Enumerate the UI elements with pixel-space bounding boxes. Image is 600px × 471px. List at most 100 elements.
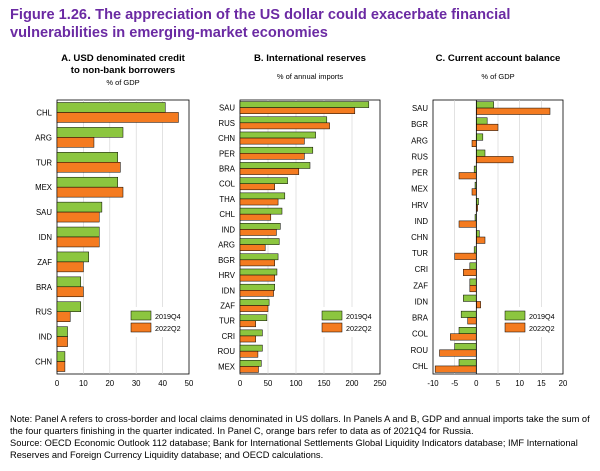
panel-a-category-label: CHL	[36, 108, 52, 117]
panel-a-bar-sau-2019q4	[56, 201, 103, 213]
panel-a-legend-label: 2019Q4	[155, 312, 181, 321]
panel-a-tick-label: 40	[158, 379, 167, 388]
panel-b-bar-tha-2022q2	[239, 198, 279, 206]
panel-c-category-label: HRV	[412, 201, 429, 210]
panel-b-bar-rus-2022q2	[239, 122, 330, 130]
panel-b-tick-label: 0	[238, 379, 243, 388]
panel-c-category-label: SAU	[412, 104, 428, 113]
panel-b-bar-per-2022q2	[239, 153, 305, 160]
panel-b-bar-idn-2022q2	[239, 290, 274, 297]
panel-a-tick-label: 10	[79, 379, 88, 388]
panel-b-bar-tha-2019q4	[239, 192, 286, 200]
panel-b-bar-cri-2022q2	[239, 335, 256, 343]
panel-a-category-label: BRA	[36, 283, 53, 292]
panel-c-bar-per-2022q2	[458, 172, 477, 180]
panel-c-bar-rus-2022q2	[476, 156, 514, 164]
panel-c-tick-label: -5	[451, 379, 459, 388]
panel-b-legend-swatch	[321, 322, 343, 333]
panel-a-category-label: ZAF	[37, 258, 52, 267]
panel-a-tick-label: 30	[132, 379, 141, 388]
panel-a-bar-ind-2019q4	[56, 326, 68, 337]
panel-a-legend-label: 2022Q2	[155, 324, 181, 333]
panel-c-bar-rou-2022q2	[439, 349, 477, 357]
panel-b-bar-rus-2019q4	[239, 116, 328, 124]
panel-b-bar-cri-2019q4	[239, 329, 263, 337]
panel-c-bar-mex-2022q2	[471, 188, 477, 196]
panel-b-bar-hrv-2019q4	[239, 268, 278, 276]
panel-a-category-label: RUS	[36, 308, 52, 317]
panel-c-category-label: CRI	[415, 265, 428, 274]
panel-b-category-label: PER	[219, 149, 235, 158]
panel-c-tick-label: 5	[496, 379, 501, 388]
panel-a-tick-label: 20	[105, 379, 114, 388]
panel-a-bar-chn-2019q4	[56, 351, 66, 362]
panel-b-legend-label: 2019Q4	[346, 312, 372, 321]
panel-b-bar-chl-2019q4	[239, 207, 283, 215]
panel-c-legend-swatch	[504, 310, 526, 321]
panel-a-bar-arg-2022q2	[56, 137, 95, 148]
panel-b-tick-label: 150	[317, 379, 331, 388]
panel-a-legend-swatch	[130, 322, 152, 333]
panel-a-bar-idn-2022q2	[56, 236, 100, 248]
panel-b-bar-chn-2019q4	[239, 131, 316, 139]
panel-a-category-label: TUR	[36, 158, 52, 167]
panel-b-tick-label: 250	[373, 379, 387, 388]
panel-c-tick-label: -10	[427, 379, 439, 388]
panel-b-category-label: HRV	[219, 271, 236, 280]
panel-a-bar-bra-2019q4	[56, 276, 82, 288]
panel-a-category-label: IND	[39, 333, 53, 342]
panel-c-legend-swatch	[504, 322, 526, 333]
panel-c-category-label: TUR	[412, 249, 428, 258]
panel-a-bar-ind-2022q2	[56, 336, 68, 347]
panel-c-bar-rus-2019q4	[476, 149, 486, 157]
panel-b-bar-chl-2022q2	[239, 213, 272, 221]
panel-c-category-label: CHN	[411, 233, 428, 242]
panel-a-bar-chl-2019q4	[56, 102, 166, 113]
panel-b-bar-col-2022q2	[239, 183, 275, 191]
panel-a-bar-sau-2022q2	[56, 211, 100, 223]
panel-c-category-label: COL	[412, 330, 429, 339]
panel-b-bar-idn-2019q4	[239, 283, 275, 291]
panel-b-bar-col-2019q4	[239, 177, 288, 184]
panel-a-category-label: MEX	[35, 183, 53, 192]
panel-b-category-label: ZAF	[220, 302, 235, 311]
panel-c-bar-bra-2019q4	[460, 310, 477, 318]
panel-b-bar-sau-2022q2	[239, 107, 356, 114]
panel-a-bar-tur-2019q4	[56, 152, 118, 163]
panel-b-bar-sau-2019q4	[239, 101, 370, 108]
panel-a-bar-chl-2022q2	[56, 112, 179, 123]
panel-b-bar-bgr-2019q4	[239, 253, 279, 261]
panel-b-category-label: TUR	[219, 317, 235, 326]
panel-c-bar-idn-2022q2	[476, 301, 481, 309]
panel-c-bar-cri-2019q4	[469, 262, 477, 270]
panel-b-bar-arg-2019q4	[239, 238, 280, 245]
panel-c-bar-idn-2019q4	[463, 294, 477, 302]
panel-b-category-label: COL	[219, 180, 236, 189]
panel-c-bar-zaf-2022q2	[469, 285, 477, 293]
panel-a-category-label: CHN	[35, 358, 52, 367]
figure-title: Figure 1.26. The appreciation of the US …	[10, 7, 511, 41]
panel-c-bar-ind-2022q2	[458, 220, 477, 228]
panel-a-category-label: ARG	[35, 133, 52, 142]
panel-c-legend-label: 2019Q4	[529, 312, 555, 321]
panel-c-tick-label: 20	[559, 379, 568, 388]
panel-b-category-label: BRA	[219, 165, 236, 174]
panel-b-category-label: CHL	[219, 210, 235, 219]
panel-b-bar-ind-2019q4	[239, 223, 281, 230]
panel-a-bar-tur-2022q2	[56, 162, 121, 173]
panel-b-bar-rou-2022q2	[239, 350, 259, 358]
panel-c-bar-chl-2019q4	[458, 359, 477, 367]
panel-a-tick-label: 50	[185, 379, 194, 388]
panel-a-bar-arg-2019q4	[56, 127, 124, 138]
panel-b-frame	[239, 99, 381, 375]
panel-b-tick-label: 50	[264, 379, 273, 388]
panel-c-bar-bgr-2019q4	[476, 117, 488, 125]
panel-c-category-label: BRA	[412, 314, 429, 323]
panel-b-category-label: CRI	[222, 332, 235, 341]
panel-b-bar-bgr-2022q2	[239, 259, 275, 267]
panel-a-bar-zaf-2022q2	[56, 261, 84, 273]
panel-c-category-label: BGR	[411, 120, 428, 129]
panel-c-tick-label: 15	[537, 379, 546, 388]
panel-a-unit: % of GDP	[106, 78, 139, 87]
